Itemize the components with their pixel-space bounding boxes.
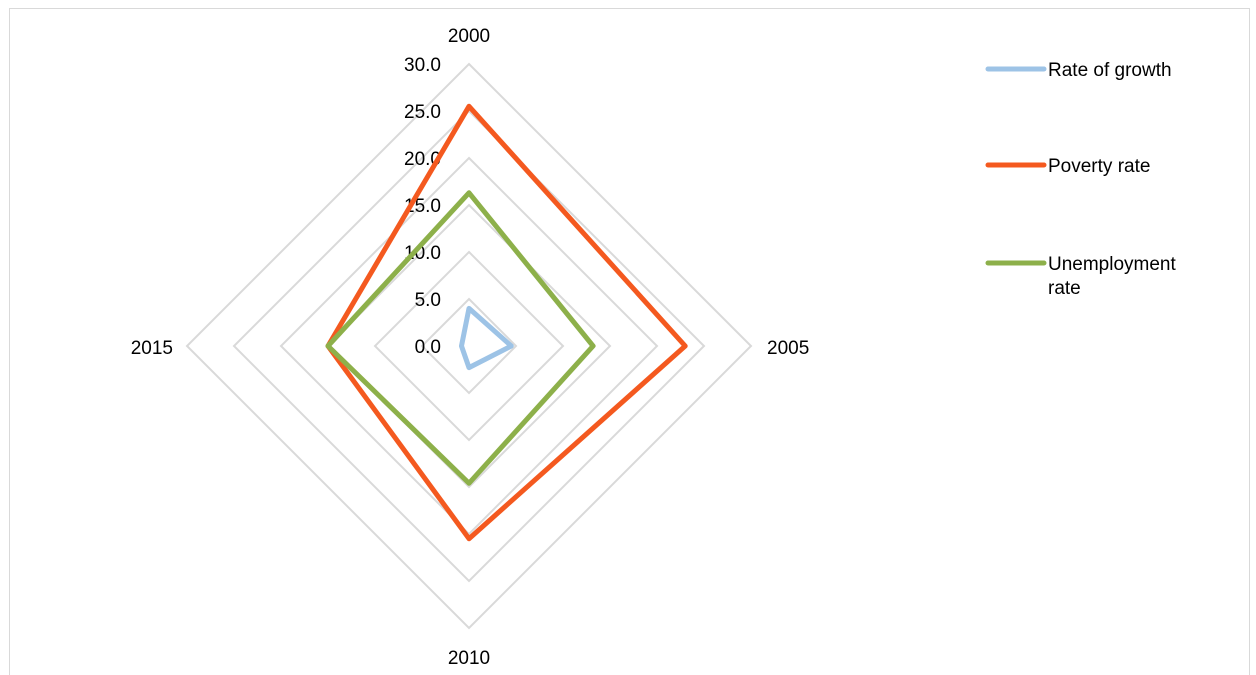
grid-ring — [326, 203, 612, 489]
grid-ring — [420, 297, 518, 395]
category-label: 2005 — [767, 338, 809, 359]
tick-label: 10.0 — [404, 243, 441, 264]
category-labels: 2000 2005 2010 2015 — [131, 26, 810, 669]
series-line — [458, 305, 514, 371]
legend-entry: Poverty rate — [1048, 156, 1150, 177]
grid-ring — [279, 156, 659, 536]
tick-label: 0.0 — [415, 337, 441, 358]
legend: Rate of growth Poverty rate Unemployment ra… — [985, 60, 1176, 299]
tick-label: 30.0 — [404, 55, 441, 76]
grid-ring — [185, 62, 753, 630]
category-label: 2010 — [448, 648, 490, 669]
chart-frame — [9, 8, 1250, 675]
series-lines — [325, 103, 688, 542]
grid-ring — [373, 250, 565, 442]
tick-label: 5.0 — [415, 290, 441, 311]
series-line — [325, 103, 688, 542]
tick-label: 25.0 — [404, 102, 441, 123]
category-label: 2015 — [131, 338, 173, 359]
grid-ring — [232, 109, 706, 583]
legend-entry: Rate of growth — [1048, 60, 1172, 81]
series-line — [325, 190, 596, 486]
category-label: 2000 — [448, 26, 490, 47]
radar-grid — [185, 62, 753, 630]
legend-entry: Unemployment rate — [1048, 254, 1176, 299]
